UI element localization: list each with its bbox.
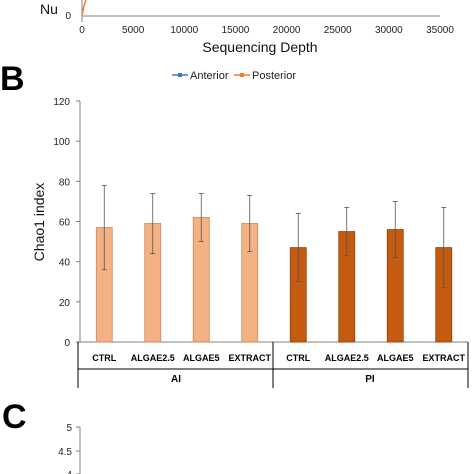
panel-b-y-tick-label: 40	[59, 258, 71, 269]
panel-b-category-labels: CTRL ALGAE2.5 ALGAE5 EXTRACT CTRL ALGAE2.5 ALG…	[92, 353, 465, 363]
panel-a-x-tick-label: 35000	[426, 25, 454, 36]
error-bar	[198, 192, 204, 242]
error-bar	[150, 192, 156, 255]
panel-a-xlabel: Sequencing Depth	[202, 39, 317, 55]
panel-a-legend: Anterior Posterior	[172, 70, 296, 82]
panel-b-y-tick-label: 80	[59, 177, 71, 188]
group-label-ai: AI	[171, 374, 181, 385]
legend-posterior-label: Posterior	[252, 70, 296, 82]
error-bar	[441, 207, 447, 289]
category-label: EXTRACT	[229, 353, 272, 363]
panel-a-x-tick-label: 25000	[324, 25, 352, 36]
category-label: ALGAE5	[183, 353, 220, 363]
panel-c-y-tick-4-5: 4.5	[58, 447, 72, 458]
panel-a-y-tick-0: 0	[65, 11, 71, 22]
legend-anterior-marker	[178, 73, 182, 77]
error-bar	[344, 207, 350, 257]
panel-b-y-tick-label: 100	[53, 137, 70, 148]
panel-b-y-tick-label: 120	[53, 97, 70, 108]
panel-a-x-tick-label: 10000	[170, 25, 198, 36]
error-bar	[247, 194, 253, 253]
group-label-pi: PI	[365, 374, 375, 385]
panel-b-y-tick-label: 60	[59, 218, 71, 229]
panel-a-rarefaction-curve	[81, 0, 87, 17]
panel-c: C 5 4.5 4	[2, 398, 81, 474]
panel-b-letter: B	[0, 60, 25, 98]
legend-anterior-label: Anterior	[190, 70, 229, 82]
panel-a-x-tick-label: 20000	[273, 25, 301, 36]
panel-a-x-tick-label: 15000	[222, 25, 250, 36]
panel-b-error-bars	[101, 184, 447, 289]
category-label: ALGAE5	[377, 353, 414, 363]
category-label: ALGAE2.5	[325, 353, 369, 363]
panel-c-letter: C	[2, 398, 27, 436]
panel-a-x-tick-label: 30000	[375, 25, 403, 36]
category-label: CTRL	[92, 353, 116, 363]
panel-b-y-ticks: 0 20 40 60 80 100 120	[53, 97, 80, 349]
panel-a-x-ticks: 0 5000 10000 15000 20000 25000 30000 35000	[79, 25, 454, 36]
error-bar	[295, 213, 301, 283]
panel-b-ylabel: Chao1 index	[31, 183, 47, 262]
panel-c-y-tick-5: 5	[66, 423, 72, 434]
category-label: EXTRACT	[423, 353, 466, 363]
error-bar	[101, 184, 107, 271]
category-label: ALGAE2.5	[131, 353, 175, 363]
legend-posterior-marker	[240, 73, 244, 77]
panel-a: Nu 0 0 5000 10000 15000 20000 25000 30000 35000…	[40, 0, 454, 82]
panel-b-bars	[95, 217, 453, 343]
panel-a-x-tick-label: 0	[79, 25, 85, 36]
panel-a-ylabel-fragment: Nu	[40, 1, 58, 17]
panel-a-x-tick-label: 5000	[122, 25, 145, 36]
panel-b: B Chao1 index 0 20 40 60 80 100 120 CTRL ALGAE2…	[0, 60, 469, 388]
panel-c-y-tick-4: 4	[66, 470, 72, 474]
error-bar	[392, 201, 398, 259]
panel-b-y-tick-label: 0	[64, 338, 70, 349]
panel-b-y-tick-label: 20	[59, 298, 71, 309]
category-label: CTRL	[286, 353, 310, 363]
